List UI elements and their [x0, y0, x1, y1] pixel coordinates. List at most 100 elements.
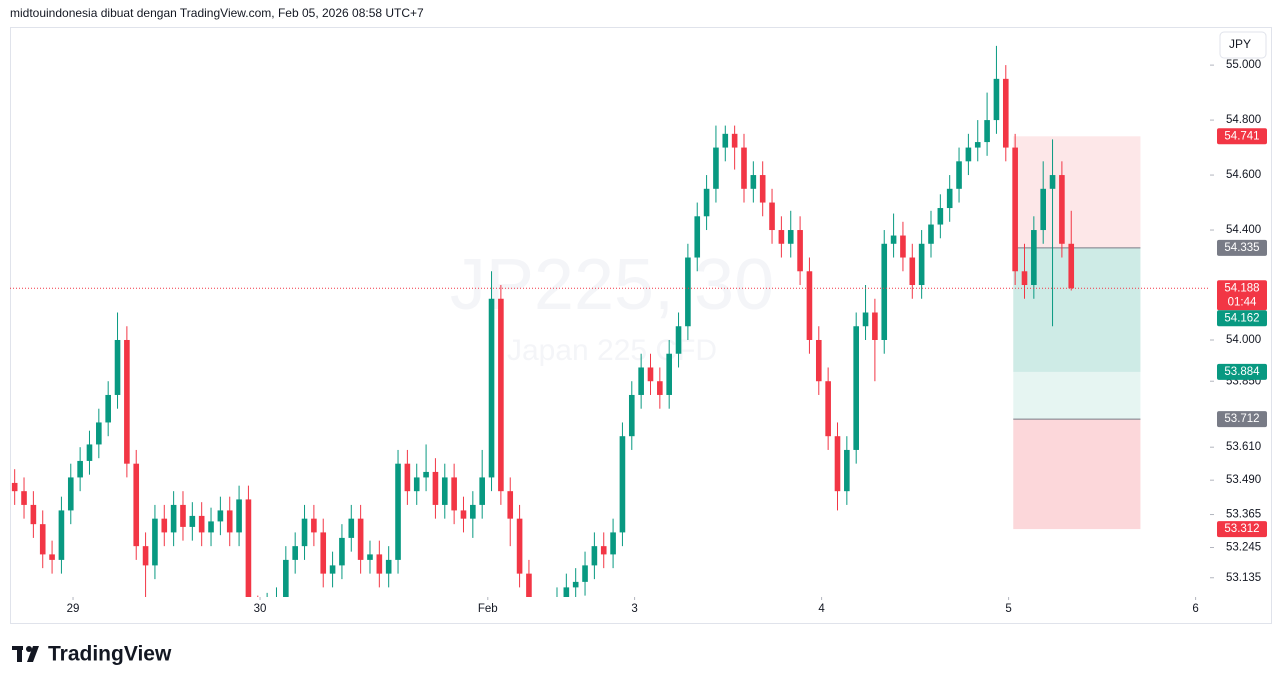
candle-body: [516, 518, 523, 574]
candle-body: [713, 147, 719, 189]
y-tick-label: 53.135: [1226, 572, 1261, 584]
y-tick-label: 54.000: [1226, 334, 1261, 346]
caption: midtouindonesia dibuat dengan TradingVie…: [10, 6, 424, 20]
candle-body: [105, 394, 111, 423]
candle-body: [1002, 78, 1009, 148]
candle-body: [507, 491, 514, 519]
candle-body: [142, 546, 149, 566]
candle-body: [208, 521, 214, 533]
price-label-box: [1217, 411, 1267, 428]
candle-body: [404, 463, 411, 492]
chart-frame: [10, 27, 1272, 624]
candle-body: [909, 257, 916, 286]
candle-body: [348, 518, 355, 538]
candle-body: [77, 460, 83, 478]
candle-body: [274, 601, 280, 606]
candle-body: [49, 554, 55, 560]
candle-body: [96, 422, 102, 445]
candle-body: [1012, 147, 1018, 272]
logo-text: TradingView: [48, 643, 172, 666]
y-tick-label: 54.800: [1226, 114, 1261, 126]
candle-body: [731, 133, 738, 148]
x-tick-label: 6: [1192, 603, 1198, 615]
y-tick-label: 54.600: [1226, 169, 1261, 181]
candle-body: [385, 559, 392, 574]
countdown: 01:44: [1228, 296, 1257, 308]
candle-body: [545, 615, 551, 620]
candle-body: [170, 504, 177, 533]
candle-body: [152, 518, 158, 566]
candle-body: [685, 257, 691, 327]
candle-body: [124, 339, 130, 464]
price-label-box: [1217, 280, 1267, 311]
candle-body: [114, 339, 121, 395]
candle-body: [180, 504, 186, 527]
price-label: 53.312: [1224, 523, 1259, 535]
candle-body: [825, 381, 831, 437]
candle-body: [30, 504, 37, 525]
candle-body: [86, 444, 93, 461]
candle-body: [787, 230, 794, 244]
currency[interactable]: JPY: [1229, 37, 1251, 51]
watermark: JP225, 30: [450, 245, 774, 325]
y-tick-label: 53.490: [1226, 474, 1261, 486]
candle-body: [657, 381, 663, 395]
candle-body: [357, 518, 364, 560]
candle-body: [39, 524, 46, 555]
candle-body: [582, 565, 588, 582]
candle-body: [329, 565, 336, 574]
price-label-box: [1217, 310, 1267, 327]
candle-body: [1021, 271, 1028, 286]
candle-body: [628, 394, 635, 437]
candle-body: [320, 532, 327, 574]
candle-body: [769, 202, 775, 231]
candle-body: [1031, 230, 1037, 286]
price-label-box: [1217, 363, 1267, 380]
candle-body: [563, 587, 570, 597]
price-label: 54.162: [1224, 312, 1259, 324]
candle-body: [479, 477, 485, 505]
candle-body: [470, 504, 476, 519]
currency-button[interactable]: [1219, 31, 1267, 59]
candle-body: [722, 133, 729, 148]
target-zone: [1013, 371, 1141, 420]
candle-body: [133, 463, 140, 547]
candle-body: [376, 554, 383, 574]
candle-body: [974, 142, 981, 148]
x-tick-label: 29: [67, 603, 80, 615]
candle-body: [488, 298, 495, 478]
candle-body: [423, 471, 429, 478]
candle-body: [189, 515, 196, 527]
candle-body: [236, 499, 242, 533]
candle-body: [675, 326, 682, 354]
candle-body: [67, 477, 74, 511]
candle-body: [554, 601, 560, 615]
candle-body: [498, 298, 504, 492]
candle-body: [451, 477, 457, 511]
y-tick-label: 54.400: [1226, 224, 1261, 236]
y-tick-label: 53.245: [1226, 542, 1261, 554]
candle-body: [778, 230, 785, 244]
candle-body: [862, 312, 869, 327]
candle-body: [946, 188, 953, 209]
candle-body: [413, 477, 420, 492]
candle-body: [815, 339, 822, 382]
price-label-box: [1217, 239, 1267, 256]
candle-body: [460, 510, 467, 519]
candle-body: [395, 463, 401, 560]
candle-body: [198, 515, 205, 533]
candle-body: [750, 175, 757, 189]
candle-body: [217, 510, 224, 522]
candle-body: [666, 353, 672, 395]
x-tick-label: 3: [631, 603, 637, 615]
plot: [10, 45, 1210, 620]
candle-body: [890, 235, 897, 244]
candle-body: [834, 436, 841, 492]
candle-body: [367, 554, 373, 560]
candle-body: [311, 518, 317, 533]
candle-body: [928, 224, 934, 244]
y-tick-label: 55.000: [1226, 59, 1261, 71]
candle-body: [703, 188, 710, 217]
logo-icon: [12, 646, 39, 662]
candle-body: [292, 546, 298, 560]
